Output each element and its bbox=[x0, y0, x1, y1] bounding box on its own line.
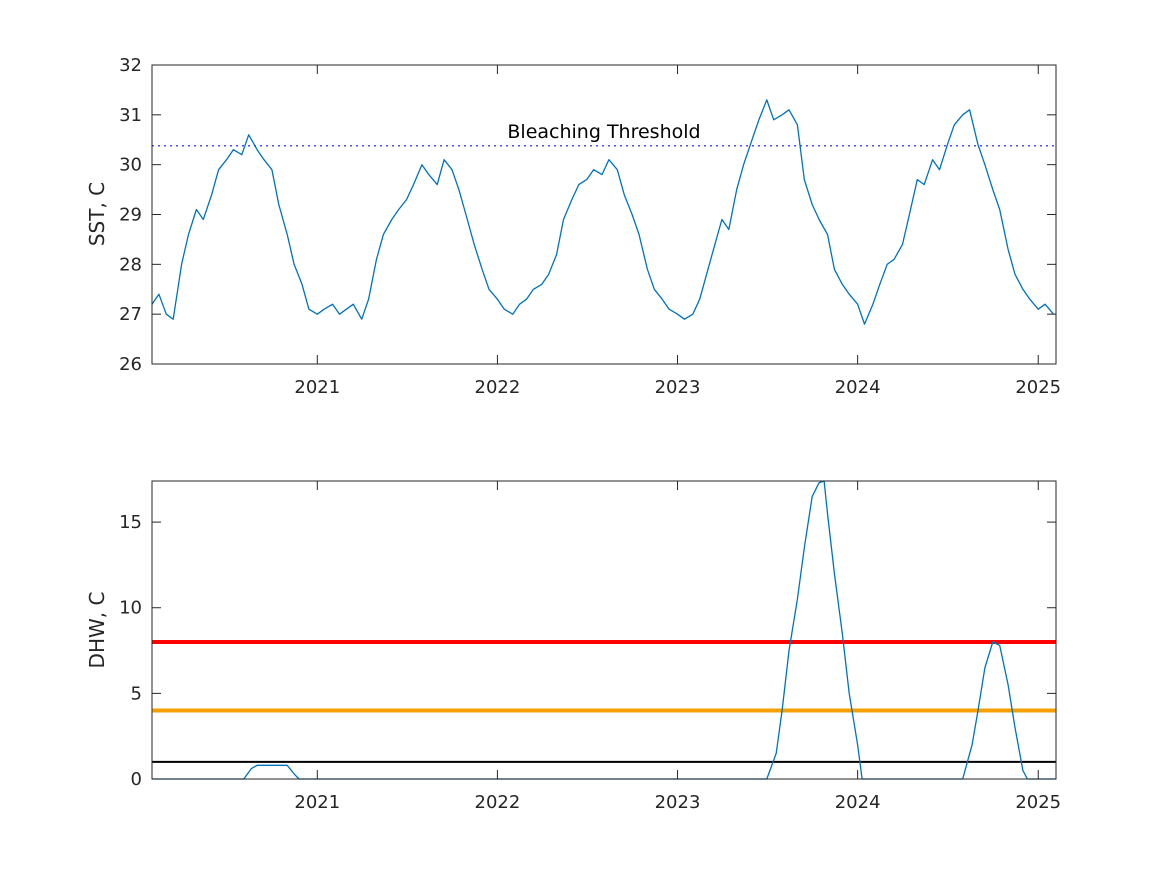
sst-series-line-0 bbox=[151, 99, 1054, 325]
sst-x-tick-label-2023: 2023 bbox=[655, 377, 701, 398]
sst-panel: 2021 2022 2023 2024 2025 26 27 28 29 30 31 32 SST, … bbox=[85, 55, 1061, 398]
sst-y-tick-label-28: 28 bbox=[119, 254, 142, 275]
dhw-x-tick-label-2024: 2024 bbox=[835, 792, 881, 813]
dhw-y-tick-label-15: 15 bbox=[119, 512, 142, 533]
sst-y-tick-label-27: 27 bbox=[119, 304, 142, 325]
sst-y-tick-label-30: 30 bbox=[119, 155, 142, 176]
dhw-marks bbox=[152, 480, 1056, 780]
sst-plot-area bbox=[152, 65, 1056, 364]
sst-y-tick-label-31: 31 bbox=[119, 105, 142, 126]
dhw-y-tick-label-5: 5 bbox=[131, 683, 142, 704]
dhw-series-line-0 bbox=[152, 480, 1056, 780]
dhw-x-tick-label-2021: 2021 bbox=[294, 792, 340, 813]
dhw-x-tick-label-2022: 2022 bbox=[475, 792, 521, 813]
dhw-panel: 2021 2022 2023 2024 2025 0 5 10 15 DHW, C bbox=[85, 480, 1061, 813]
sst-x-tick-label-2021: 2021 bbox=[294, 377, 340, 398]
sst-x-tick-label-2025: 2025 bbox=[1015, 377, 1061, 398]
sst-y-tick-label-26: 26 bbox=[119, 354, 142, 375]
dhw-ticks: 2021 2022 2023 2024 2025 0 5 10 15 bbox=[119, 481, 1061, 813]
dhw-plot-area bbox=[152, 481, 1056, 779]
sst-ticks: 2021 2022 2023 2024 2025 26 27 28 29 30 31 32 bbox=[119, 55, 1061, 398]
dhw-x-tick-label-2023: 2023 bbox=[655, 792, 701, 813]
sst-y-axis-label: SST, C bbox=[85, 182, 109, 246]
dhw-y-tick-label-10: 10 bbox=[119, 598, 142, 619]
dhw-axes-box bbox=[151, 480, 1057, 780]
dhw-y-axis-label: DHW, C bbox=[85, 592, 109, 669]
dhw-y-tick-label-0: 0 bbox=[131, 769, 142, 790]
dhw-x-tick-label-2025: 2025 bbox=[1015, 792, 1061, 813]
sst-y-tick-label-29: 29 bbox=[119, 205, 142, 226]
bleaching-threshold-label: Bleaching Threshold bbox=[507, 121, 700, 143]
sst-x-tick-label-2024: 2024 bbox=[835, 377, 881, 398]
sst-marks bbox=[151, 99, 1056, 325]
sst-y-tick-label-32: 32 bbox=[119, 55, 142, 76]
sst-x-tick-label-2022: 2022 bbox=[475, 377, 521, 398]
